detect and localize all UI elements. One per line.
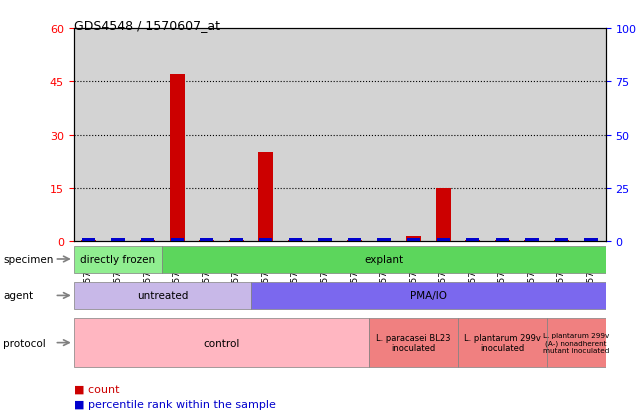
Text: L. paracasei BL23
inoculated: L. paracasei BL23 inoculated: [376, 333, 451, 352]
Bar: [406, 236, 421, 242]
Bar: [170, 75, 185, 242]
Bar: [288, 238, 302, 242]
Bar: [229, 240, 244, 242]
Bar: [369, 319, 458, 367]
Bar: [407, 238, 420, 242]
Bar: [585, 238, 597, 242]
Bar: [319, 238, 331, 242]
Text: ■ count: ■ count: [74, 384, 119, 394]
Bar: [465, 240, 480, 242]
Text: explant: explant: [365, 255, 404, 265]
Bar: [82, 238, 95, 242]
Bar: [259, 238, 272, 242]
Bar: [547, 319, 606, 367]
Bar: [112, 238, 125, 242]
Bar: [554, 238, 568, 242]
Bar: [458, 319, 547, 367]
Bar: [74, 247, 162, 273]
Bar: [199, 240, 214, 242]
Bar: [141, 238, 154, 242]
Bar: [524, 240, 539, 242]
Bar: [81, 240, 96, 242]
Bar: [140, 240, 155, 242]
Text: directly frozen: directly frozen: [81, 255, 156, 265]
Bar: [251, 282, 606, 309]
Bar: [162, 247, 606, 273]
Bar: [347, 240, 362, 242]
Bar: [436, 188, 451, 242]
Text: protocol: protocol: [3, 338, 46, 348]
Bar: [437, 238, 450, 242]
Bar: [288, 240, 303, 242]
Text: L. plantarum 299v
(A-) nonadherent
mutant inoculated: L. plantarum 299v (A-) nonadherent mutan…: [543, 332, 610, 353]
Bar: [378, 238, 391, 242]
Bar: [200, 238, 213, 242]
Text: L. plantarum 299v
inoculated: L. plantarum 299v inoculated: [464, 333, 541, 352]
Bar: [317, 240, 332, 242]
Text: agent: agent: [3, 291, 33, 301]
Text: PMA/IO: PMA/IO: [410, 291, 447, 301]
Bar: [583, 240, 598, 242]
Text: specimen: specimen: [3, 254, 54, 264]
Bar: [74, 282, 251, 309]
Text: control: control: [203, 338, 240, 348]
Bar: [171, 238, 184, 242]
Bar: [348, 238, 361, 242]
Bar: [258, 153, 273, 242]
Text: GDS4548 / 1570607_at: GDS4548 / 1570607_at: [74, 19, 220, 31]
Bar: [377, 240, 392, 242]
Text: untreated: untreated: [137, 291, 188, 301]
Bar: [495, 238, 509, 242]
Bar: [111, 240, 126, 242]
Bar: [74, 319, 369, 367]
Bar: [525, 238, 538, 242]
Bar: [554, 240, 569, 242]
Bar: [495, 240, 510, 242]
Text: ■ percentile rank within the sample: ■ percentile rank within the sample: [74, 399, 276, 409]
Bar: [229, 238, 243, 242]
Bar: [466, 238, 479, 242]
